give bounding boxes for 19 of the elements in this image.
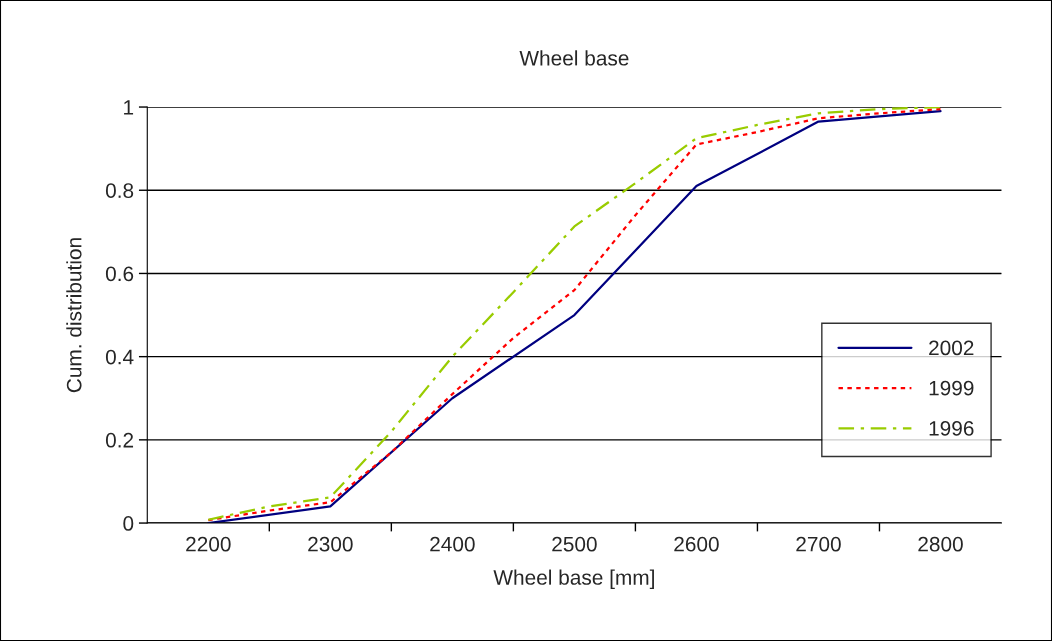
x-tick-label: 2400	[430, 536, 475, 552]
y-tick-label: 1	[124, 100, 134, 115]
x-tick-label: 2200	[186, 536, 231, 552]
x-tick-label: 2600	[674, 536, 719, 552]
x-tick-label: 2700	[796, 536, 841, 552]
x-tick-label: 2800	[918, 536, 963, 552]
y-tick-label: 0.2	[105, 432, 134, 448]
x-tick-label: 2300	[308, 536, 353, 552]
x-tick-label: 2500	[552, 536, 597, 552]
x-axis-title: Wheel base [mm]	[493, 569, 654, 589]
y-axis-title: Cum. distribution	[66, 238, 82, 393]
y-tick-label: 0.6	[105, 266, 134, 282]
legend-label: 2002	[929, 340, 974, 356]
y-tick-label: 0.4	[105, 349, 134, 365]
legend-label: 1999	[929, 380, 974, 396]
y-tick-label: 0.8	[105, 183, 134, 198]
chart-title: Wheel base	[519, 50, 629, 66]
legend-label: 1996	[929, 421, 974, 436]
y-tick-label: 0	[123, 516, 134, 531]
